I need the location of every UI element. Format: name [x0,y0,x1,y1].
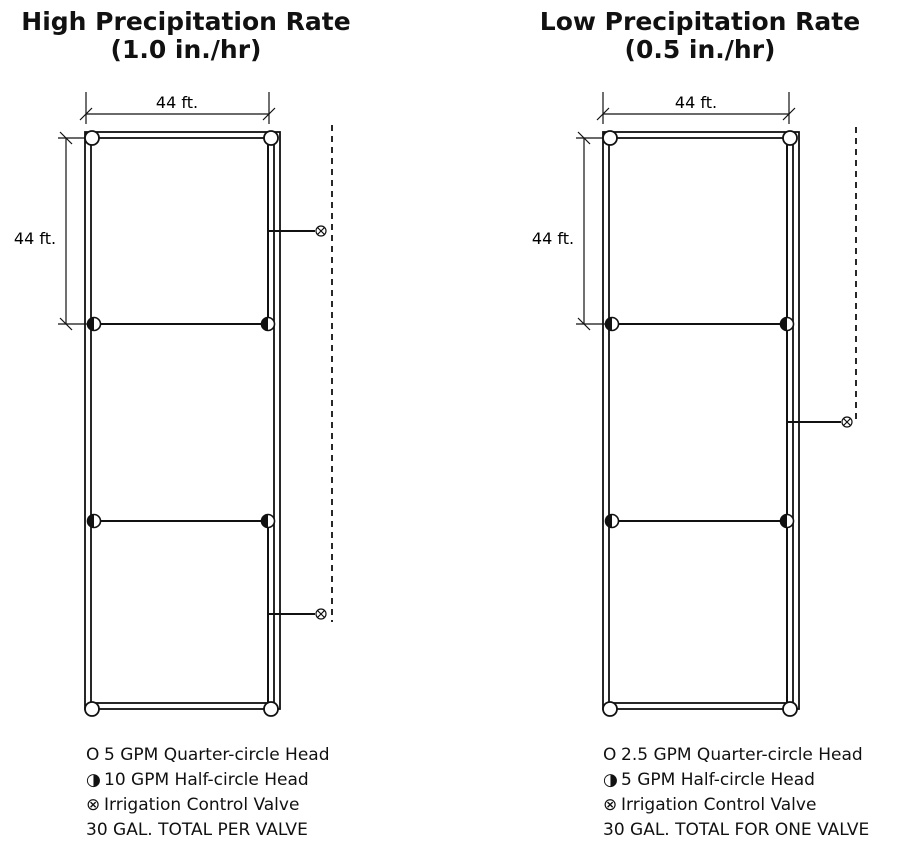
left-legend-half-row: ◑ 10 GPM Half-circle Head [86,768,330,793]
left-width-label: 44 ft. [156,93,198,112]
right-width-label: 44 ft. [675,93,717,112]
left-legend-valve-row: ⊗ Irrigation Control Valve [86,793,330,818]
right-half-head [604,513,620,529]
right-legend-valve-text: Irrigation Control Valve [621,795,817,815]
right-diagram: 44 ft. 44 ft. [532,92,857,717]
left-legend-valve-text: Irrigation Control Valve [104,795,300,815]
left-diagram: 44 ft. 44 ft. [14,92,333,717]
right-legend-half-text: 5 GPM Half-circle Head [621,770,815,790]
left-lateral-lines [94,138,315,703]
right-diagram-title: Low Precipitation Rate (0.5 in./hr) [500,8,900,64]
half-circle-head-icon: ◑ [86,770,101,790]
right-quarter-head-top-left [602,130,618,146]
right-height-label: 44 ft. [532,229,574,248]
right-legend-half-row: ◑ 5 GPM Half-circle Head [603,768,869,793]
right-half-head [604,316,620,332]
left-title-line2: (1.0 in./hr) [110,35,262,64]
right-quarter-head-top-right [782,130,798,146]
left-half-head [260,513,276,529]
left-diagram-title: High Precipitation Rate (1.0 in./hr) [0,8,372,64]
left-half-head [260,316,276,332]
left-quarter-head-bottom-left [84,701,100,717]
left-quarter-head-top-right [263,130,279,146]
right-legend-valve-row: ⊗ Irrigation Control Valve [603,793,869,818]
left-title-line1: High Precipitation Rate [21,7,351,36]
control-valve-icon: ⊗ [86,795,101,815]
left-quarter-head-top-left [84,130,100,146]
right-legend: O 2.5 GPM Quarter-circle Head ◑ 5 GPM Half… [603,743,869,843]
right-quarter-head-bottom-right [782,701,798,717]
left-half-head [86,316,102,332]
left-height-dimension [58,131,90,331]
quarter-circle-head-icon: O [603,745,617,765]
right-control-valve [841,416,853,428]
left-height-label: 44 ft. [14,229,56,248]
right-legend-quarter-row: O 2.5 GPM Quarter-circle Head [603,743,869,768]
right-title-line1: Low Precipitation Rate [539,7,861,36]
left-field-outline [84,131,281,710]
left-legend-quarter-text: 5 GPM Quarter-circle Head [104,745,330,765]
right-quarter-head-bottom-left [602,701,618,717]
right-field-outline [602,131,800,710]
right-lateral-lines [612,138,841,703]
control-valve-icon: ⊗ [603,795,618,815]
right-legend-quarter-text: 2.5 GPM Quarter-circle Head [621,745,863,765]
right-title-line2: (0.5 in./hr) [624,35,776,64]
right-height-dimension [576,131,608,331]
left-legend-total: 30 GAL. TOTAL PER VALVE [86,820,308,840]
left-legend-half-text: 10 GPM Half-circle Head [104,770,309,790]
right-half-head [779,513,795,529]
left-width-dimension [79,92,276,124]
half-circle-head-icon: ◑ [603,770,618,790]
left-control-valve-upper [315,225,327,237]
right-width-dimension [596,92,796,124]
quarter-circle-head-icon: O [86,745,100,765]
left-half-head [86,513,102,529]
right-half-head [779,316,795,332]
left-control-valve-lower [315,608,327,620]
right-legend-total: 30 GAL. TOTAL FOR ONE VALVE [603,820,870,840]
left-quarter-head-bottom-right [263,701,279,717]
